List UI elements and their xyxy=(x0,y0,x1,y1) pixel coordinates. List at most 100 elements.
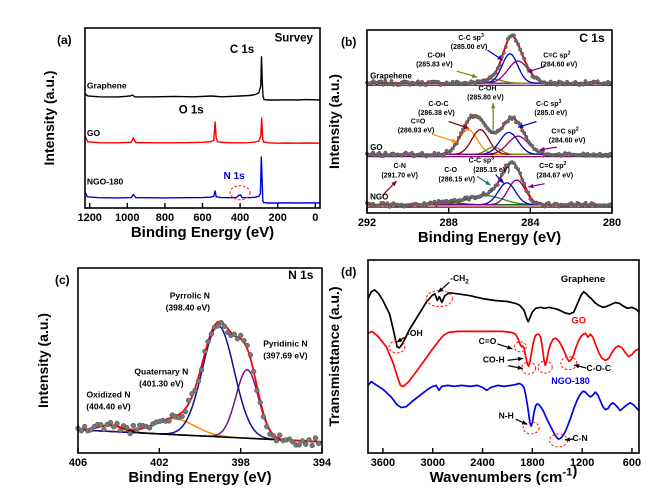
annotation: (284.60 eV) xyxy=(541,62,578,69)
panel-tag: (c) xyxy=(55,273,70,287)
scatter-point xyxy=(518,171,523,176)
scatter-point xyxy=(389,79,394,84)
scatter-point xyxy=(583,79,588,84)
x-tick-label: 400 xyxy=(231,212,249,224)
scatter-point xyxy=(420,150,425,155)
annotation: C 1s xyxy=(230,44,254,56)
annotation: C-C sp3 xyxy=(458,33,484,42)
highlight-ellipse xyxy=(513,341,527,353)
scatter-point xyxy=(485,192,490,197)
scatter-point xyxy=(442,151,447,156)
panel-c: 406 402 398 394 Binding Energy (eV) Intensity… xyxy=(35,267,332,486)
axes-frame xyxy=(366,29,613,214)
trace-ngo-180 xyxy=(367,380,640,440)
arrow-head xyxy=(485,180,491,186)
arrow-head xyxy=(517,365,523,370)
annotation: (286.15 eV) xyxy=(439,177,476,184)
scatter-point xyxy=(130,422,136,429)
annotation: Graphene xyxy=(561,274,605,285)
annotation: -CH2 xyxy=(450,273,469,285)
x-tick-label: 280 xyxy=(603,217,621,229)
scatter-point xyxy=(499,172,504,177)
scatter-point xyxy=(581,151,586,156)
arrow-head xyxy=(438,287,444,293)
scatter-point xyxy=(234,336,241,342)
scatter-point xyxy=(221,323,228,329)
panel-d: 3600 3000 2400 1800 1200 600 Wavenumbers (cm-1… xyxy=(326,259,641,486)
scatter-point xyxy=(387,82,392,87)
scatter-point xyxy=(273,438,280,444)
scatter-point xyxy=(416,79,420,84)
scatter-point xyxy=(101,426,107,433)
scatter-point xyxy=(231,331,237,337)
scatter-point xyxy=(254,387,260,394)
scatter-point xyxy=(505,119,510,124)
panel-tag: (d) xyxy=(341,265,356,279)
axes-frame xyxy=(367,259,640,454)
scatter-point xyxy=(88,427,94,433)
annotation: C=O xyxy=(479,336,497,346)
x-axis-label: Wavenumbers (cm-1) xyxy=(430,463,578,486)
scatter-point xyxy=(264,423,270,430)
scatter-point xyxy=(133,427,140,433)
scatter-point xyxy=(225,329,231,336)
scatter-point xyxy=(98,422,104,428)
scatter-point xyxy=(420,79,425,84)
arrow-head xyxy=(574,364,580,369)
scatter-point xyxy=(251,368,257,375)
scatter-point xyxy=(81,423,88,430)
highlight-ellipse xyxy=(537,360,553,374)
scatter-point xyxy=(432,199,437,204)
scatter-point xyxy=(436,80,441,85)
annotation: Survey xyxy=(275,33,314,45)
annotation: (285.83 eV) xyxy=(416,62,453,69)
scatter-point xyxy=(218,319,224,326)
annotation: GO xyxy=(87,128,101,138)
scatter-point xyxy=(522,181,527,186)
scatter-point xyxy=(434,202,439,207)
annotation: C-O-C xyxy=(428,101,448,108)
scatter-point xyxy=(114,420,120,427)
scatter-point xyxy=(241,337,247,344)
annotation: (284.67 eV) xyxy=(537,172,574,179)
scatter-point xyxy=(202,348,208,355)
scatter-point xyxy=(563,82,567,87)
scatter-point xyxy=(260,414,267,420)
arrow-head xyxy=(521,420,528,425)
scatter-point xyxy=(465,120,469,125)
x-tick-label: 2400 xyxy=(470,457,494,469)
highlight-ellipse xyxy=(522,421,540,435)
scatter-point xyxy=(379,79,384,84)
panel-a: 1200 1000 800 600 400 200 0 Binding Energy (eV)… xyxy=(41,27,321,241)
annotation: C-O-C xyxy=(586,363,611,373)
scatter-point xyxy=(456,135,461,140)
panel-tag: (b) xyxy=(341,35,356,49)
arrow-head xyxy=(527,68,533,73)
arrow-head xyxy=(490,103,496,109)
scatter-point xyxy=(528,196,533,201)
arrow-head xyxy=(506,345,513,350)
x-tick-label: 600 xyxy=(623,457,641,469)
scatter-point xyxy=(182,409,189,415)
scatter-point xyxy=(542,204,547,209)
scatter-point xyxy=(554,201,559,206)
annotation: (285.00 eV) xyxy=(451,44,488,51)
trace-go xyxy=(367,330,640,388)
scatter-point xyxy=(522,131,527,135)
scatter-point xyxy=(483,123,488,128)
highlight-ellipse xyxy=(388,340,406,354)
annotation: Oxidized N xyxy=(87,390,131,400)
scatter-point xyxy=(383,79,388,84)
x-tick-label: 406 xyxy=(69,457,87,469)
scatter-point xyxy=(377,150,382,155)
annotation: C-N xyxy=(393,163,405,170)
axes-frame xyxy=(77,267,323,454)
scatter-point xyxy=(247,352,254,358)
annotation: CO-H xyxy=(483,355,505,365)
annotation: N 1s xyxy=(288,268,314,282)
annotation: Grapehene xyxy=(370,71,412,80)
arrow-head xyxy=(518,123,524,128)
trace-go xyxy=(84,117,321,144)
scatter-point xyxy=(107,419,114,426)
annotation: (285.0 eV) xyxy=(534,110,567,117)
